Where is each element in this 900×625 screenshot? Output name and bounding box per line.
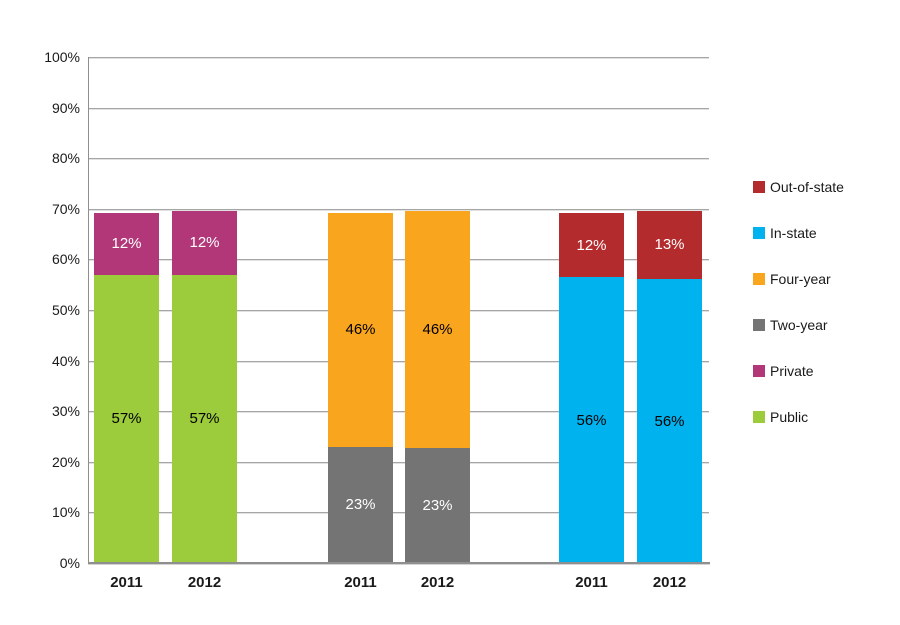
x-tick-label-public-private-2012: 2012 <box>187 574 222 591</box>
gridline-70 <box>89 208 709 210</box>
bar-value-label: 23% <box>422 497 453 515</box>
legend-item-out-of-state: Out-of-state <box>753 176 844 198</box>
legend-label: Two-year <box>770 317 828 333</box>
y-tick-label-70: 70% <box>51 200 80 217</box>
four-year-swatch-icon <box>753 273 765 285</box>
legend-label: Public <box>770 409 809 425</box>
stacked-bar-in-state-out-of-state-2012: 56% 13% <box>637 57 702 563</box>
legend-label: Out-of-state <box>770 179 844 195</box>
x-tick-label-two-year-four-year-2011: 2011 <box>344 574 377 591</box>
legend-item-two-year: Two-year <box>753 314 844 336</box>
bar-segment-public: 57% <box>94 274 159 563</box>
bar-segment-four-year: 46% <box>328 212 393 447</box>
bar-value-label: 12% <box>111 235 142 253</box>
x-tick-label-two-year-four-year-2012: 2012 <box>420 574 455 591</box>
y-tick-label-90: 90% <box>51 99 80 116</box>
y-tick-label-30: 30% <box>51 403 80 420</box>
two-year-swatch-icon <box>753 319 765 331</box>
bar-value-label: 12% <box>576 236 607 254</box>
bar-value-label: 56% <box>654 412 685 430</box>
stacked-bar-two-year-four-year-2012: 23% 46% <box>405 57 470 563</box>
y-tick-label-80: 80% <box>51 150 80 167</box>
gridline-40 <box>89 360 709 362</box>
bar-value-label: 56% <box>576 411 607 429</box>
gridline-50 <box>89 310 709 311</box>
in-state-swatch-icon <box>753 227 765 239</box>
bar-value-label: 23% <box>345 496 376 514</box>
stacked-bar-in-state-out-of-state-2011: 56% 12% <box>559 57 624 563</box>
out-of-state-swatch-icon <box>753 181 765 193</box>
x-tick-label-in-state-out-of-state-2011: 2011 <box>575 574 608 591</box>
gridline-20 <box>89 461 709 463</box>
bar-segment-in-state: 56% <box>637 279 702 563</box>
y-tick-label-20: 20% <box>51 453 80 470</box>
x-axis-line <box>88 562 710 564</box>
bar-segment-public: 57% <box>172 274 237 563</box>
x-tick-label-in-state-out-of-state-2012: 2012 <box>652 574 687 591</box>
bar-value-label: 12% <box>189 234 220 252</box>
legend-item-in-state: In-state <box>753 222 844 244</box>
legend: Out-of-state In-state Four-year Two-year Pri… <box>753 176 844 428</box>
bar-value-label: 46% <box>345 321 376 339</box>
legend-label: Four-year <box>770 271 831 287</box>
bar-value-label: 13% <box>654 236 685 254</box>
stacked-bar-public-private-2011: 57% 12% <box>94 57 159 563</box>
x-tick-label-public-private-2011: 2011 <box>110 574 143 591</box>
gridline-80 <box>89 158 709 160</box>
y-tick-label-10: 10% <box>51 504 80 521</box>
legend-item-private: Private <box>753 360 844 382</box>
gridline-30 <box>89 411 709 413</box>
legend-item-public: Public <box>753 406 844 428</box>
plot-area: 57% 12% 57% 12% 23% 46% 23% 46% 56% 12% 56% 13% <box>88 57 710 564</box>
legend-label: In-state <box>770 225 817 241</box>
bar-segment-two-year: 23% <box>328 446 393 563</box>
bar-segment-private: 12% <box>172 210 237 275</box>
stacked-bar-two-year-four-year-2011: 23% 46% <box>328 57 393 563</box>
bar-value-label: 57% <box>189 410 220 428</box>
gridline-100 <box>89 57 709 58</box>
y-tick-label-100: 100% <box>44 49 80 65</box>
bar-segment-out-of-state: 12% <box>559 212 624 278</box>
public-swatch-icon <box>753 411 765 423</box>
bar-segment-two-year: 23% <box>405 448 470 563</box>
private-swatch-icon <box>753 365 765 377</box>
y-tick-label-0: 0% <box>59 555 80 571</box>
gridline-90 <box>89 107 709 109</box>
legend-label: Private <box>770 363 814 379</box>
bar-segment-four-year: 46% <box>405 210 470 449</box>
gridline-60 <box>89 259 709 261</box>
stacked-bar-public-private-2012: 57% 12% <box>172 57 237 563</box>
bar-value-label: 57% <box>111 410 142 428</box>
y-tick-label-40: 40% <box>51 352 80 369</box>
y-tick-label-50: 50% <box>51 302 80 318</box>
y-tick-label-60: 60% <box>51 251 80 268</box>
bar-segment-out-of-state: 13% <box>637 210 702 280</box>
bar-value-label: 46% <box>422 320 453 338</box>
legend-item-four-year: Four-year <box>753 268 844 290</box>
bar-segment-in-state: 56% <box>559 277 624 563</box>
gridline-10 <box>89 512 709 514</box>
bar-segment-private: 12% <box>94 212 159 275</box>
